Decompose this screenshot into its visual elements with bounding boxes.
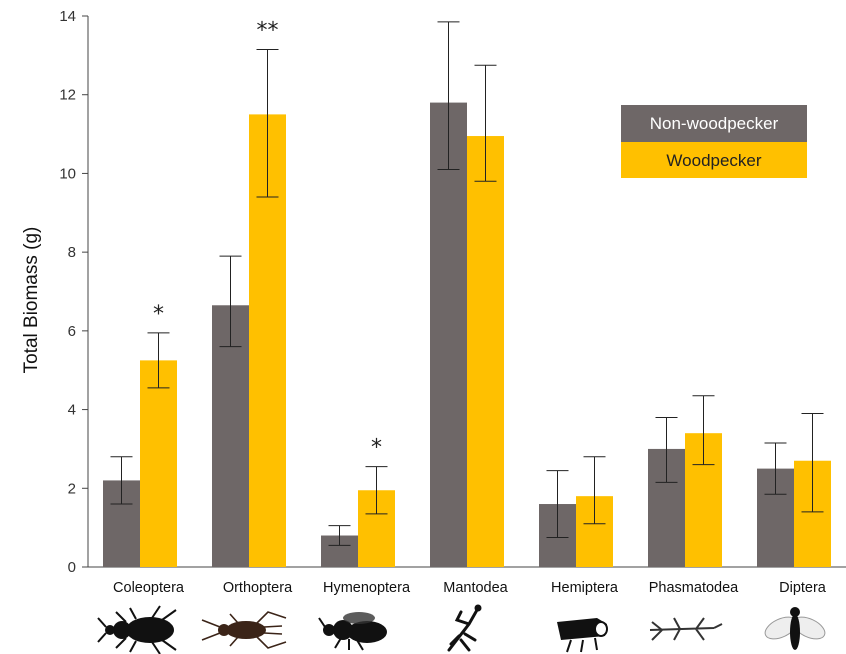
y-axis-label: Total Biomass (g) xyxy=(21,227,42,374)
x-tick-label-phasmatodea: Phasmatodea xyxy=(649,580,739,596)
x-tick-label-coleoptera: Coleoptera xyxy=(113,580,185,596)
y-tick-label: 0 xyxy=(68,559,76,576)
legend-swatch-non-woodpecker xyxy=(621,105,807,142)
y-tick-label: 12 xyxy=(59,87,76,104)
significance-marker-orthoptera: ** xyxy=(257,18,279,43)
legend-label-non-woodpecker: Non-woodpecker xyxy=(650,114,779,133)
significance-markers: **** xyxy=(153,18,382,460)
beetle-icon xyxy=(97,605,177,654)
error-bars xyxy=(110,21,824,546)
x-tick-label-diptera: Diptera xyxy=(779,580,827,596)
category-labels: Coleoptera Orthoptera Hymenoptera Mantodea H… xyxy=(113,580,827,596)
bars xyxy=(103,102,831,568)
leafhopper-icon xyxy=(557,618,608,653)
legend: Non-woodpecker Woodpecker xyxy=(621,105,807,178)
y-tick-label: 2 xyxy=(68,480,76,497)
bee-icon xyxy=(318,612,387,651)
bar-woodpecker-coleoptera xyxy=(140,360,177,567)
y-tick-label: 4 xyxy=(68,402,76,419)
x-tick-label-mantodea: Mantodea xyxy=(443,580,508,596)
x-tick-label-orthoptera: Orthoptera xyxy=(223,580,293,596)
stick-insect-icon xyxy=(649,617,723,641)
x-tick-label-hemiptera: Hemiptera xyxy=(551,580,619,596)
mantis-icon xyxy=(447,604,482,652)
legend-swatch-woodpecker xyxy=(621,142,807,178)
bar-non-woodpecker-orthoptera xyxy=(212,305,249,567)
fly-icon xyxy=(764,607,826,650)
y-tick-label: 14 xyxy=(59,8,76,25)
x-tick-label-hymenoptera: Hymenoptera xyxy=(323,580,411,596)
bar-woodpecker-mantodea xyxy=(467,136,504,567)
y-tick-label: 8 xyxy=(68,244,76,261)
y-tick-label: 6 xyxy=(68,323,76,340)
significance-marker-hymenoptera: * xyxy=(371,436,382,461)
cricket-icon xyxy=(201,611,287,649)
y-tick-label: 10 xyxy=(59,165,76,182)
significance-marker-coleoptera: * xyxy=(153,302,164,327)
legend-label-woodpecker: Woodpecker xyxy=(666,151,761,170)
bar-non-woodpecker-mantodea xyxy=(430,102,467,567)
